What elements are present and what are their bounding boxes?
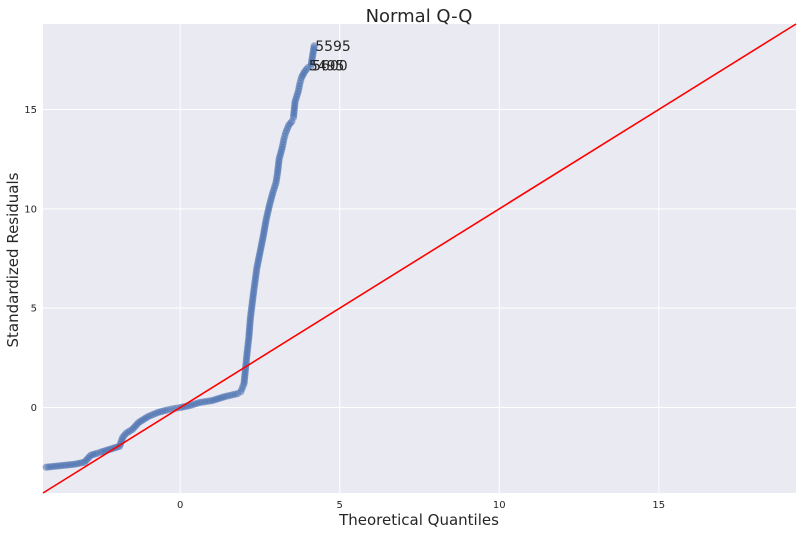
data-points [42,42,318,471]
x-tick-labels: 0 5 10 15 [177,500,665,511]
x-tick-label: 10 [493,500,506,511]
x-tick-label: 5 [337,500,343,511]
point-annotation: 5495 [309,59,345,75]
chart-title: Normal Q-Q [366,6,473,27]
x-tick-label: 15 [652,500,665,511]
y-tick-label: 10 [24,204,37,215]
x-axis-title: Theoretical Quantiles [338,511,499,529]
y-tick-labels: 0 5 10 15 [24,105,37,414]
y-axis-title: Standardized Residuals [4,172,22,347]
gridlines [43,24,796,493]
qq-point [310,42,318,50]
reference-line [42,23,797,494]
point-annotation: 5600 [312,59,348,75]
y-tick-label: 0 [31,403,37,414]
y-tick-label: 5 [31,304,37,315]
point-annotation: 5595 [315,39,351,55]
y-tick-label: 15 [24,105,37,116]
x-tick-label: 0 [177,500,183,511]
